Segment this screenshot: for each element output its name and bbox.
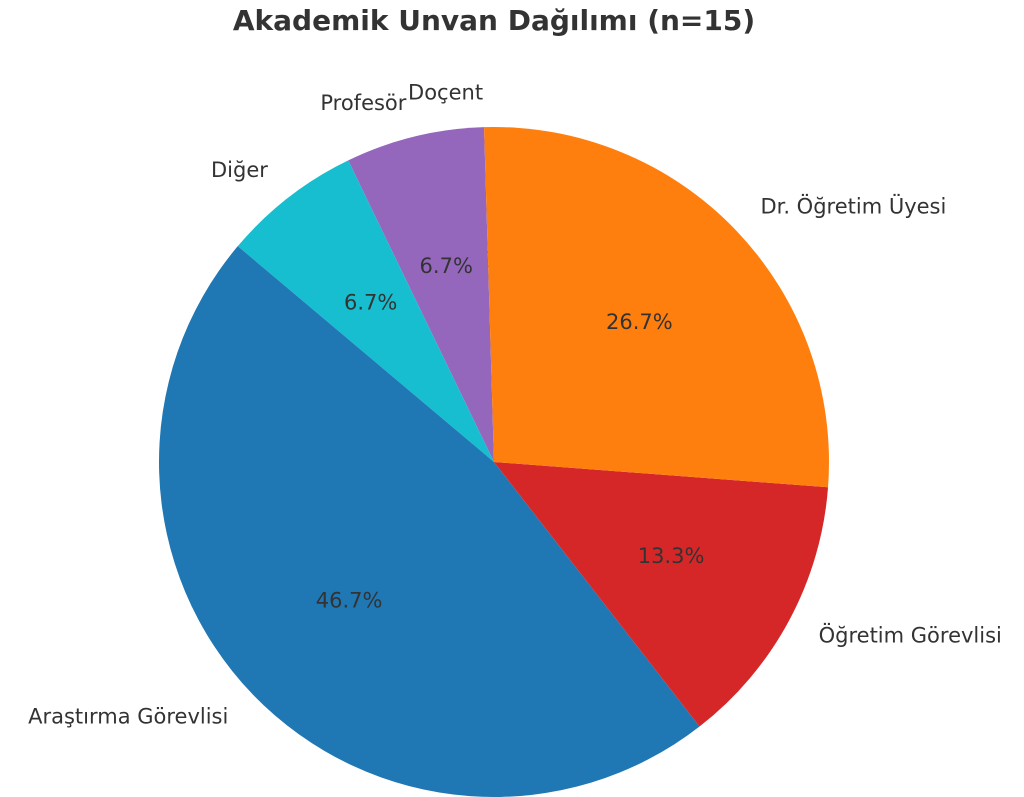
pie-slice [159,246,700,797]
slice-label: Doçent [408,81,483,105]
percent-label: 6.7% [420,254,473,278]
pie-slice [484,127,829,488]
percent-label: 6.7% [344,290,397,314]
slice-label: Diğer [211,158,268,182]
pie-slice [348,127,494,462]
slice-label: Araştırma Görevlisi [28,704,228,728]
slice-label: Öğretim Görevlisi [819,622,1002,647]
percent-label: 26.7% [606,310,673,334]
pie-slice [237,160,495,462]
slice-label: Dr. Öğretim Üyesi [760,193,946,218]
slice-label: Profesör [320,91,406,115]
chart-title: Akademik Unvan Dağılımı (n=15) [233,4,755,37]
pie-slice [494,462,829,727]
percent-label: 13.3% [638,544,705,568]
percent-label: 46.7% [316,588,383,612]
